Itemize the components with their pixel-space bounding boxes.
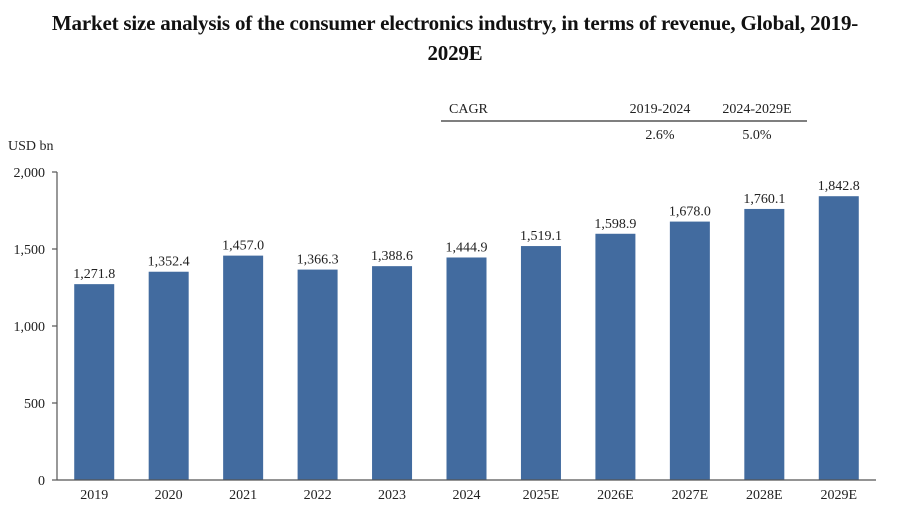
bars: 1,271.8 1,352.4 1,457.0 1,366.3 1,388.6 1,444… xyxy=(73,179,860,481)
x-tick-label: 2024 xyxy=(453,488,481,503)
bar-2019 xyxy=(74,284,115,480)
data-label-2025E: 1,519.1 xyxy=(520,229,562,244)
bar-2026E xyxy=(595,233,636,480)
chart-title-line-1: Market size analysis of the consumer ele… xyxy=(51,11,859,35)
x-tick-label: 2025E xyxy=(523,488,560,503)
bar-2027E xyxy=(669,221,710,480)
data-label-2022: 1,366.3 xyxy=(297,253,339,268)
bar-2024 xyxy=(446,257,487,480)
cagr-header: CAGR xyxy=(449,102,489,117)
cagr-value-1: 2.6% xyxy=(645,128,675,143)
x-tick-label: 2026E xyxy=(597,488,634,503)
cagr-period-2: 2024-2029E xyxy=(722,102,791,117)
y-tick-label: 1,500 xyxy=(14,243,46,258)
data-label-2027E: 1,678.0 xyxy=(669,205,711,220)
cagr-table: CAGR 2019-2024 2024-2029E 2.6% 5.0% xyxy=(441,102,807,143)
data-label-2026E: 1,598.9 xyxy=(594,217,636,232)
bar-2025E xyxy=(520,246,561,480)
bar-2029E xyxy=(818,196,859,480)
chart-title: Market size analysis of the consumer ele… xyxy=(0,8,910,68)
data-label-2020: 1,352.4 xyxy=(148,255,190,270)
data-label-2023: 1,388.6 xyxy=(371,249,413,264)
bar-2028E xyxy=(744,208,785,481)
x-tick-label: 2021 xyxy=(229,488,257,503)
data-label-2029E: 1,842.8 xyxy=(818,179,860,194)
x-tick-label: 2027E xyxy=(672,488,709,503)
y-tick-label: 2,000 xyxy=(14,166,46,181)
bar-2020 xyxy=(148,271,189,480)
y-axis-label: USD bn xyxy=(8,139,54,154)
data-label-2024: 1,444.9 xyxy=(446,240,488,255)
y-tick-label: 500 xyxy=(24,397,45,412)
chart-title-line-2: 2029E xyxy=(427,41,483,65)
x-tick-label: 2019 xyxy=(80,488,108,503)
x-axis: 2019 2020 2021 2022 2023 2024 2025E 2026E 2027E 2… xyxy=(57,479,876,503)
bar-2023 xyxy=(372,266,413,480)
y-axis: 0 500 1,000 1,500 2,000 xyxy=(14,166,58,489)
x-tick-label: 2028E xyxy=(746,488,783,503)
x-tick-label: 2022 xyxy=(304,488,332,503)
data-label-2019: 1,271.8 xyxy=(73,267,115,282)
bar-2022 xyxy=(297,269,338,480)
cagr-period-1: 2019-2024 xyxy=(630,102,691,117)
x-tick-label: 2029E xyxy=(820,488,857,503)
data-label-2028E: 1,760.1 xyxy=(743,192,785,207)
data-label-2021: 1,457.0 xyxy=(222,239,264,254)
y-tick-label: 0 xyxy=(38,474,45,489)
x-tick-label: 2020 xyxy=(155,488,183,503)
bar-2021 xyxy=(223,255,264,480)
x-tick-label: 2023 xyxy=(378,488,406,503)
y-tick-label: 1,000 xyxy=(14,320,46,335)
cagr-value-2: 5.0% xyxy=(742,128,772,143)
